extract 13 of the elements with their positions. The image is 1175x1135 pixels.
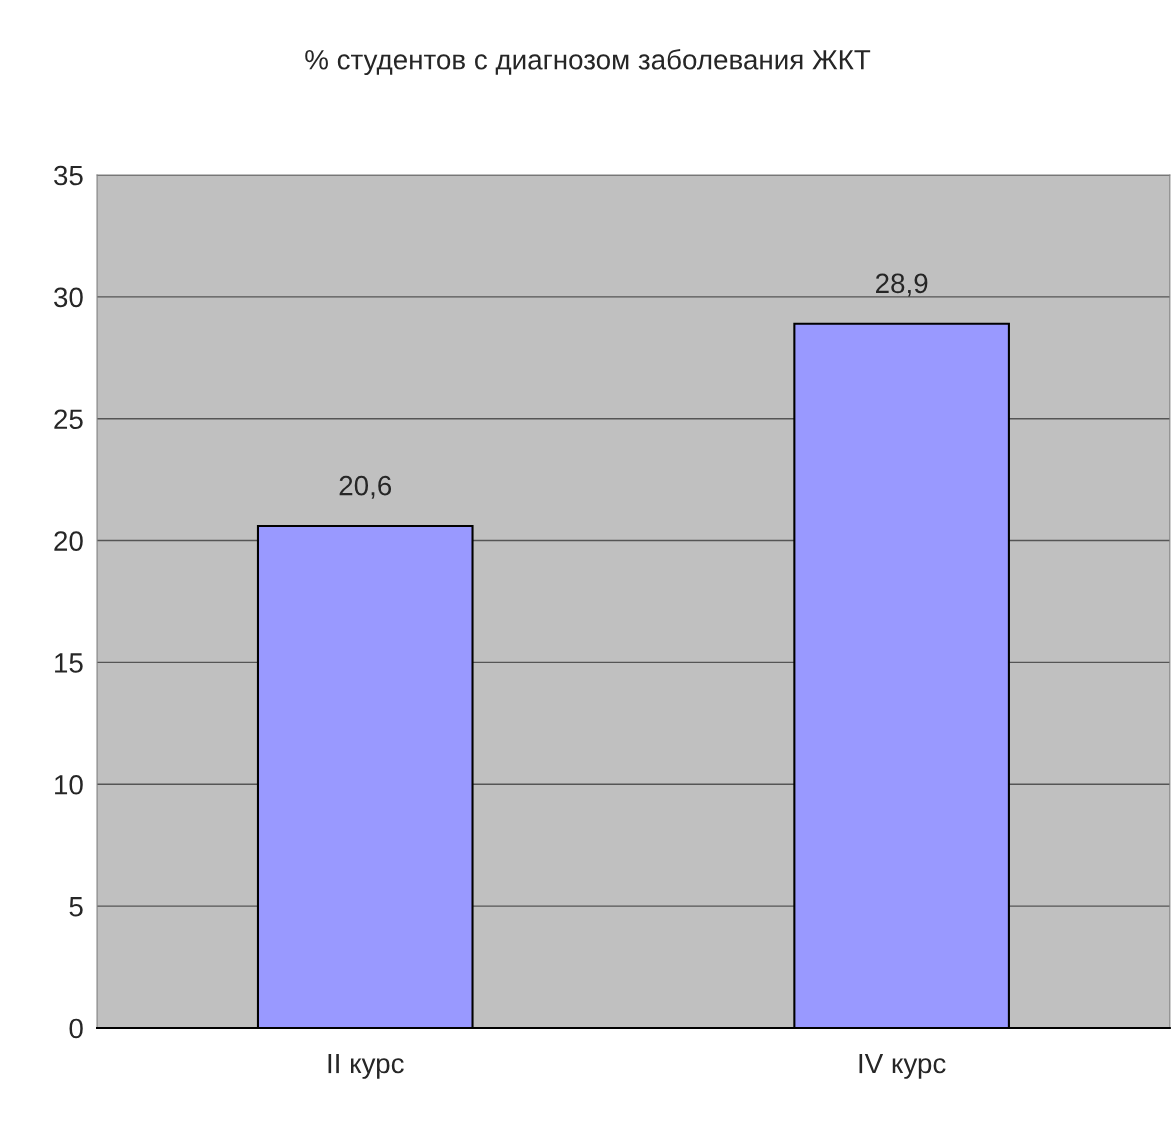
x-tick-label: II курс bbox=[328, 1053, 404, 1079]
data-label: 28,9 bbox=[876, 273, 928, 297]
y-tick-label: 30 bbox=[54, 287, 83, 308]
y-tick-label: 10 bbox=[55, 774, 83, 795]
y-tick-label: 20 bbox=[54, 531, 83, 551]
y-tick-label: 0 bbox=[69, 1018, 83, 1039]
y-tick-label: 15 bbox=[55, 653, 83, 673]
chart-title: % студентов с диагнозом заболевания ЖКТ bbox=[305, 48, 871, 76]
data-label: 20,6 bbox=[339, 475, 392, 499]
y-tick-label: 5 bbox=[69, 897, 83, 917]
y-tick-label: 35 bbox=[54, 165, 83, 186]
x-tick-label: IV курс bbox=[859, 1053, 946, 1079]
y-tick-label: 25 bbox=[54, 409, 83, 430]
